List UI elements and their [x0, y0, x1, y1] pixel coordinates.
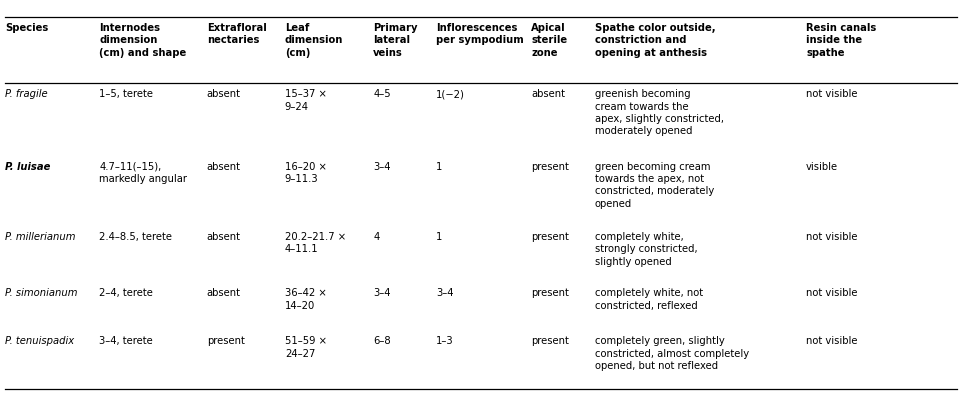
Text: not visible: not visible	[805, 89, 857, 99]
Text: Internodes
dimension
(cm) and shape: Internodes dimension (cm) and shape	[99, 23, 186, 58]
Text: 2–4, terete: 2–4, terete	[99, 288, 153, 298]
Text: Primary
lateral
veins: Primary lateral veins	[373, 23, 417, 58]
Text: present: present	[207, 336, 244, 346]
Text: P. luisae: P. luisae	[5, 161, 50, 171]
Text: completely green, slightly
constricted, almost completely
opened, but not reflex: completely green, slightly constricted, …	[594, 336, 748, 371]
Text: Extrafloral
nectaries: Extrafloral nectaries	[207, 23, 266, 45]
Text: absent: absent	[207, 89, 240, 99]
Text: 3–4: 3–4	[373, 288, 390, 298]
Text: 4.7–11(–15),
markedly angular: 4.7–11(–15), markedly angular	[99, 161, 186, 184]
Text: 16–20 ×
9–11.3: 16–20 × 9–11.3	[284, 161, 327, 184]
Text: Inflorescences
per sympodium: Inflorescences per sympodium	[435, 23, 523, 45]
Text: 4: 4	[373, 231, 379, 241]
Text: not visible: not visible	[805, 336, 857, 346]
Text: not visible: not visible	[805, 288, 857, 298]
Text: 4–5: 4–5	[373, 89, 390, 99]
Text: P. fragile: P. fragile	[5, 89, 47, 99]
Text: present: present	[530, 288, 568, 298]
Text: visible: visible	[805, 161, 837, 171]
Text: 20.2–21.7 ×
4–11.1: 20.2–21.7 × 4–11.1	[284, 231, 346, 254]
Text: absent: absent	[207, 288, 240, 298]
Text: 1–3: 1–3	[435, 336, 453, 346]
Text: greenish becoming
cream towards the
apex, slightly constricted,
moderately opene: greenish becoming cream towards the apex…	[594, 89, 723, 136]
Text: 51–59 ×
24–27: 51–59 × 24–27	[284, 336, 327, 358]
Text: 15–37 ×
9–24: 15–37 × 9–24	[284, 89, 327, 111]
Text: green becoming cream
towards the apex, not
constricted, moderately
opened: green becoming cream towards the apex, n…	[594, 161, 713, 208]
Text: 36–42 ×
14–20: 36–42 × 14–20	[284, 288, 326, 310]
Text: Leaf
dimension
(cm): Leaf dimension (cm)	[284, 23, 343, 58]
Text: P. tenuispadix: P. tenuispadix	[5, 336, 74, 346]
Text: present: present	[530, 231, 568, 241]
Text: present: present	[530, 336, 568, 346]
Text: 3–4: 3–4	[373, 161, 390, 171]
Text: Apical
sterile
zone: Apical sterile zone	[530, 23, 567, 58]
Text: completely white,
strongly constricted,
slightly opened: completely white, strongly constricted, …	[594, 231, 697, 266]
Text: not visible: not visible	[805, 231, 857, 241]
Text: present: present	[530, 161, 568, 171]
Text: 2.4–8.5, terete: 2.4–8.5, terete	[99, 231, 172, 241]
Text: Resin canals
inside the
spathe: Resin canals inside the spathe	[805, 23, 875, 58]
Text: 1–5, terete: 1–5, terete	[99, 89, 153, 99]
Text: P. millerianum: P. millerianum	[5, 231, 75, 241]
Text: 6–8: 6–8	[373, 336, 390, 346]
Text: 1(−2): 1(−2)	[435, 89, 464, 99]
Text: P. simonianum: P. simonianum	[5, 288, 77, 298]
Text: 1: 1	[435, 161, 442, 171]
Text: 3–4, terete: 3–4, terete	[99, 336, 153, 346]
Text: absent: absent	[207, 231, 240, 241]
Text: Spathe color outside,
constriction and
opening at anthesis: Spathe color outside, constriction and o…	[594, 23, 714, 58]
Text: 3–4: 3–4	[435, 288, 453, 298]
Text: absent: absent	[530, 89, 564, 99]
Text: 1: 1	[435, 231, 442, 241]
Text: completely white, not
constricted, reflexed: completely white, not constricted, refle…	[594, 288, 702, 310]
Text: absent: absent	[207, 161, 240, 171]
Text: Species: Species	[5, 23, 48, 33]
